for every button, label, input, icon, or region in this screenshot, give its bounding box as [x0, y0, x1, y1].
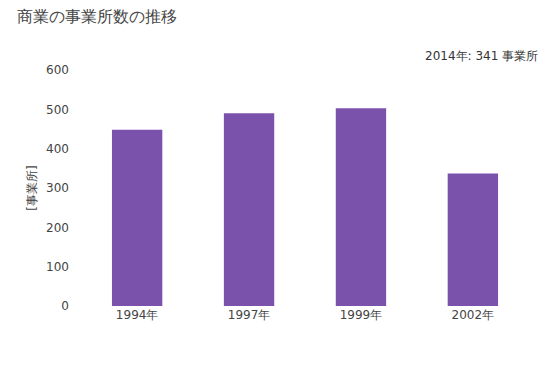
- svg-text:600: 600: [46, 63, 69, 77]
- svg-text:500: 500: [46, 103, 69, 117]
- svg-text:100: 100: [46, 260, 69, 274]
- svg-text:1997年: 1997年: [228, 308, 271, 322]
- svg-text:400: 400: [46, 142, 69, 156]
- svg-text:200: 200: [46, 221, 69, 235]
- svg-text:1994年: 1994年: [116, 308, 159, 322]
- svg-text:0: 0: [61, 299, 69, 313]
- svg-text:[事業所]: [事業所]: [25, 165, 39, 210]
- svg-text:300: 300: [46, 181, 69, 195]
- svg-text:商業の事業所数の推移: 商業の事業所数の推移: [17, 7, 177, 26]
- svg-text:2014年: 341 事業所: 2014年: 341 事業所: [425, 49, 538, 63]
- svg-text:1999年: 1999年: [340, 308, 383, 322]
- svg-text:2002年: 2002年: [452, 308, 495, 322]
